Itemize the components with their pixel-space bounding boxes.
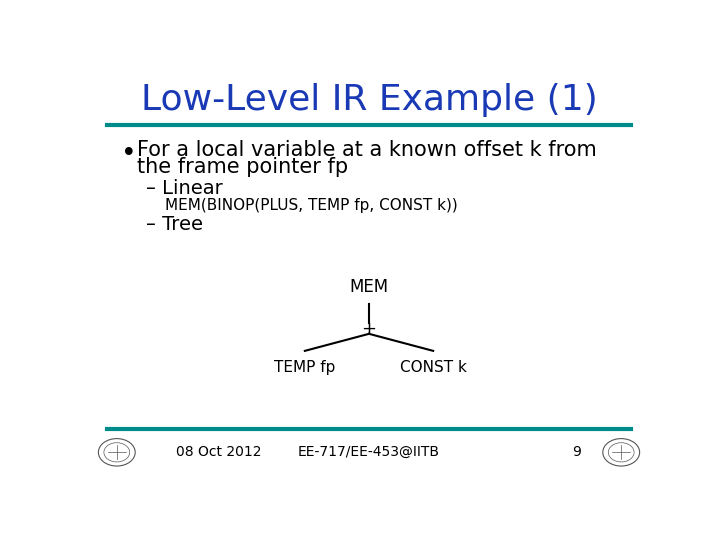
Text: TEMP fp: TEMP fp bbox=[274, 360, 336, 375]
Text: EE-717/EE-453@IITB: EE-717/EE-453@IITB bbox=[298, 446, 440, 460]
Text: MEM: MEM bbox=[349, 278, 389, 295]
Text: +: + bbox=[361, 320, 377, 338]
Text: For a local variable at a known offset k from: For a local variable at a known offset k… bbox=[138, 140, 597, 160]
Text: – Linear: – Linear bbox=[145, 179, 222, 198]
Text: – Tree: – Tree bbox=[145, 215, 203, 234]
Text: MEM(BINOP(PLUS, TEMP fp, CONST k)): MEM(BINOP(PLUS, TEMP fp, CONST k)) bbox=[166, 198, 458, 213]
Text: the frame pointer fp: the frame pointer fp bbox=[138, 157, 348, 177]
Text: 9: 9 bbox=[572, 446, 581, 460]
Text: •: • bbox=[121, 141, 136, 167]
Text: Low-Level IR Example (1): Low-Level IR Example (1) bbox=[140, 83, 598, 117]
Text: 08 Oct 2012: 08 Oct 2012 bbox=[176, 446, 262, 460]
Text: CONST k: CONST k bbox=[400, 360, 467, 375]
